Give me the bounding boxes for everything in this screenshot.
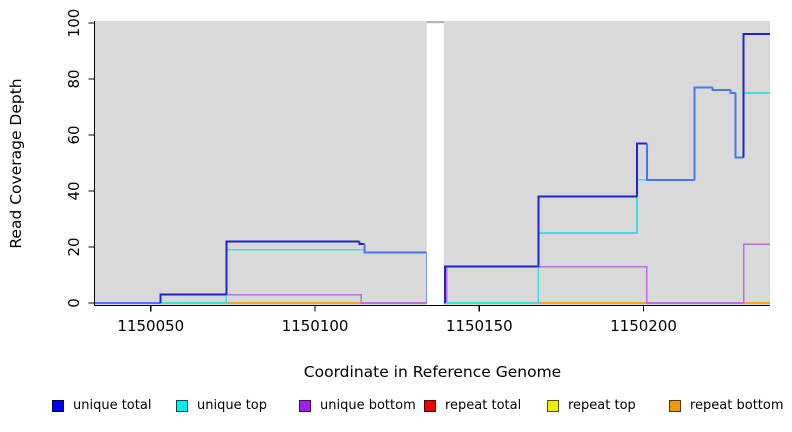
x-tick-label: 1150150 bbox=[446, 317, 513, 335]
y-tick-label: 40 bbox=[65, 181, 83, 200]
y-tick-label: 0 bbox=[65, 298, 83, 308]
chart-legend: unique total unique top unique bottom repea… bbox=[0, 397, 792, 417]
legend-item-unique-total: unique total bbox=[52, 397, 151, 415]
gap-band bbox=[426, 21, 444, 305]
legend-label: unique total bbox=[73, 398, 152, 413]
legend-item-repeat-bottom: repeat bottom bbox=[669, 397, 784, 415]
y-tick-label: 80 bbox=[65, 69, 83, 88]
legend-label: repeat bottom bbox=[690, 398, 784, 413]
y-tick-label: 20 bbox=[65, 237, 83, 256]
legend-label: unique top bbox=[197, 398, 268, 413]
legend-item-repeat-top: repeat top bbox=[547, 397, 636, 415]
legend-label: repeat total bbox=[445, 398, 522, 413]
legend-swatch-unique-top bbox=[176, 400, 188, 412]
x-axis-title: Coordinate in Reference Genome bbox=[304, 363, 561, 381]
x-tick-label: 1150100 bbox=[282, 317, 349, 335]
legend-item-unique-bottom: unique bottom bbox=[299, 397, 416, 415]
legend-item-repeat-total: repeat total bbox=[424, 397, 521, 415]
y-tick-label: 100 bbox=[65, 9, 83, 38]
y-axis-title: Read Coverage Depth bbox=[7, 78, 25, 248]
legend-item-unique-top: unique top bbox=[176, 397, 267, 415]
legend-label: unique bottom bbox=[320, 398, 416, 413]
x-tick-label: 1150200 bbox=[610, 317, 677, 335]
axes: 1150050 1150100 1150150 1150200 0 20 40 60 80 100 bbox=[65, 9, 770, 335]
legend-swatch-repeat-total bbox=[424, 400, 436, 412]
x-tick-label: 1150050 bbox=[117, 317, 184, 335]
legend-swatch-unique-bottom bbox=[299, 400, 311, 412]
y-tick-label: 60 bbox=[65, 125, 83, 144]
legend-swatch-unique-total bbox=[52, 400, 64, 412]
legend-swatch-repeat-bottom bbox=[669, 400, 681, 412]
legend-label: repeat top bbox=[568, 398, 636, 413]
legend-swatch-repeat-top bbox=[547, 400, 559, 412]
